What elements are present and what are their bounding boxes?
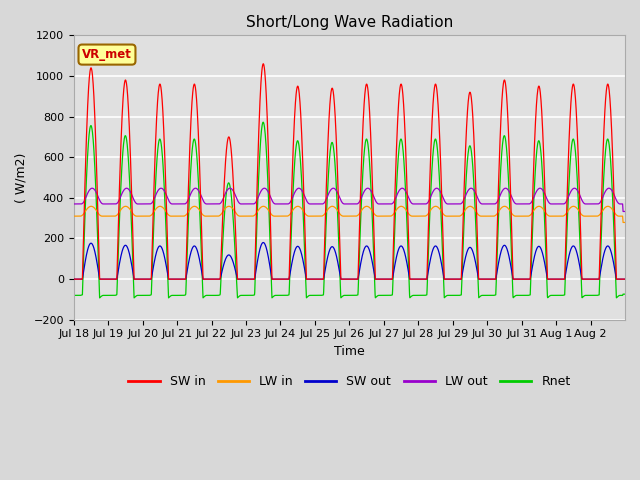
LW in	[614, 213, 621, 218]
Title: Short/Long Wave Radiation: Short/Long Wave Radiation	[246, 15, 453, 30]
SW out	[244, 276, 252, 282]
Rnet	[125, 168, 133, 174]
SW out	[70, 276, 77, 282]
X-axis label: Time: Time	[334, 345, 365, 358]
LW out	[244, 201, 252, 207]
SW in	[70, 276, 77, 282]
SW in	[259, 61, 267, 67]
Line: LW out: LW out	[74, 188, 625, 212]
Rnet	[547, 292, 555, 298]
Rnet	[621, 291, 629, 297]
SW in	[383, 276, 390, 282]
LW in	[363, 204, 371, 209]
SW in	[244, 276, 252, 282]
SW in	[621, 276, 629, 282]
Line: Rnet: Rnet	[74, 122, 625, 298]
SW out	[259, 240, 267, 245]
LW in	[620, 219, 627, 225]
LW out	[383, 201, 390, 207]
SW out	[516, 276, 524, 282]
LW out	[536, 185, 544, 191]
Rnet	[259, 120, 267, 125]
SW out	[547, 276, 554, 282]
Y-axis label: ( W/m2): ( W/m2)	[15, 152, 28, 203]
SW in	[125, 114, 132, 120]
LW in	[125, 205, 132, 211]
LW in	[244, 213, 252, 219]
Text: VR_met: VR_met	[82, 48, 132, 61]
Rnet	[614, 294, 621, 300]
Rnet	[244, 292, 252, 298]
Line: LW in: LW in	[74, 206, 625, 222]
Line: SW in: SW in	[74, 64, 625, 279]
SW in	[547, 276, 554, 282]
Line: SW out: SW out	[74, 242, 625, 279]
LW out	[70, 201, 77, 207]
LW out	[125, 187, 132, 192]
SW out	[621, 276, 629, 282]
LW out	[547, 201, 554, 207]
Legend: SW in, LW in, SW out, LW out, Rnet: SW in, LW in, SW out, LW out, Rnet	[124, 370, 575, 393]
LW out	[620, 209, 627, 215]
Rnet	[96, 295, 104, 301]
SW out	[383, 276, 390, 282]
LW in	[383, 213, 390, 219]
LW out	[515, 201, 523, 207]
LW in	[621, 219, 629, 225]
LW out	[614, 199, 621, 205]
LW in	[547, 213, 554, 219]
SW in	[614, 276, 621, 282]
SW in	[516, 276, 524, 282]
LW out	[621, 209, 629, 215]
SW out	[125, 249, 132, 254]
Rnet	[516, 292, 524, 298]
LW in	[70, 213, 77, 219]
Rnet	[383, 292, 390, 298]
SW out	[614, 276, 621, 282]
Rnet	[70, 292, 77, 298]
LW in	[516, 213, 524, 219]
